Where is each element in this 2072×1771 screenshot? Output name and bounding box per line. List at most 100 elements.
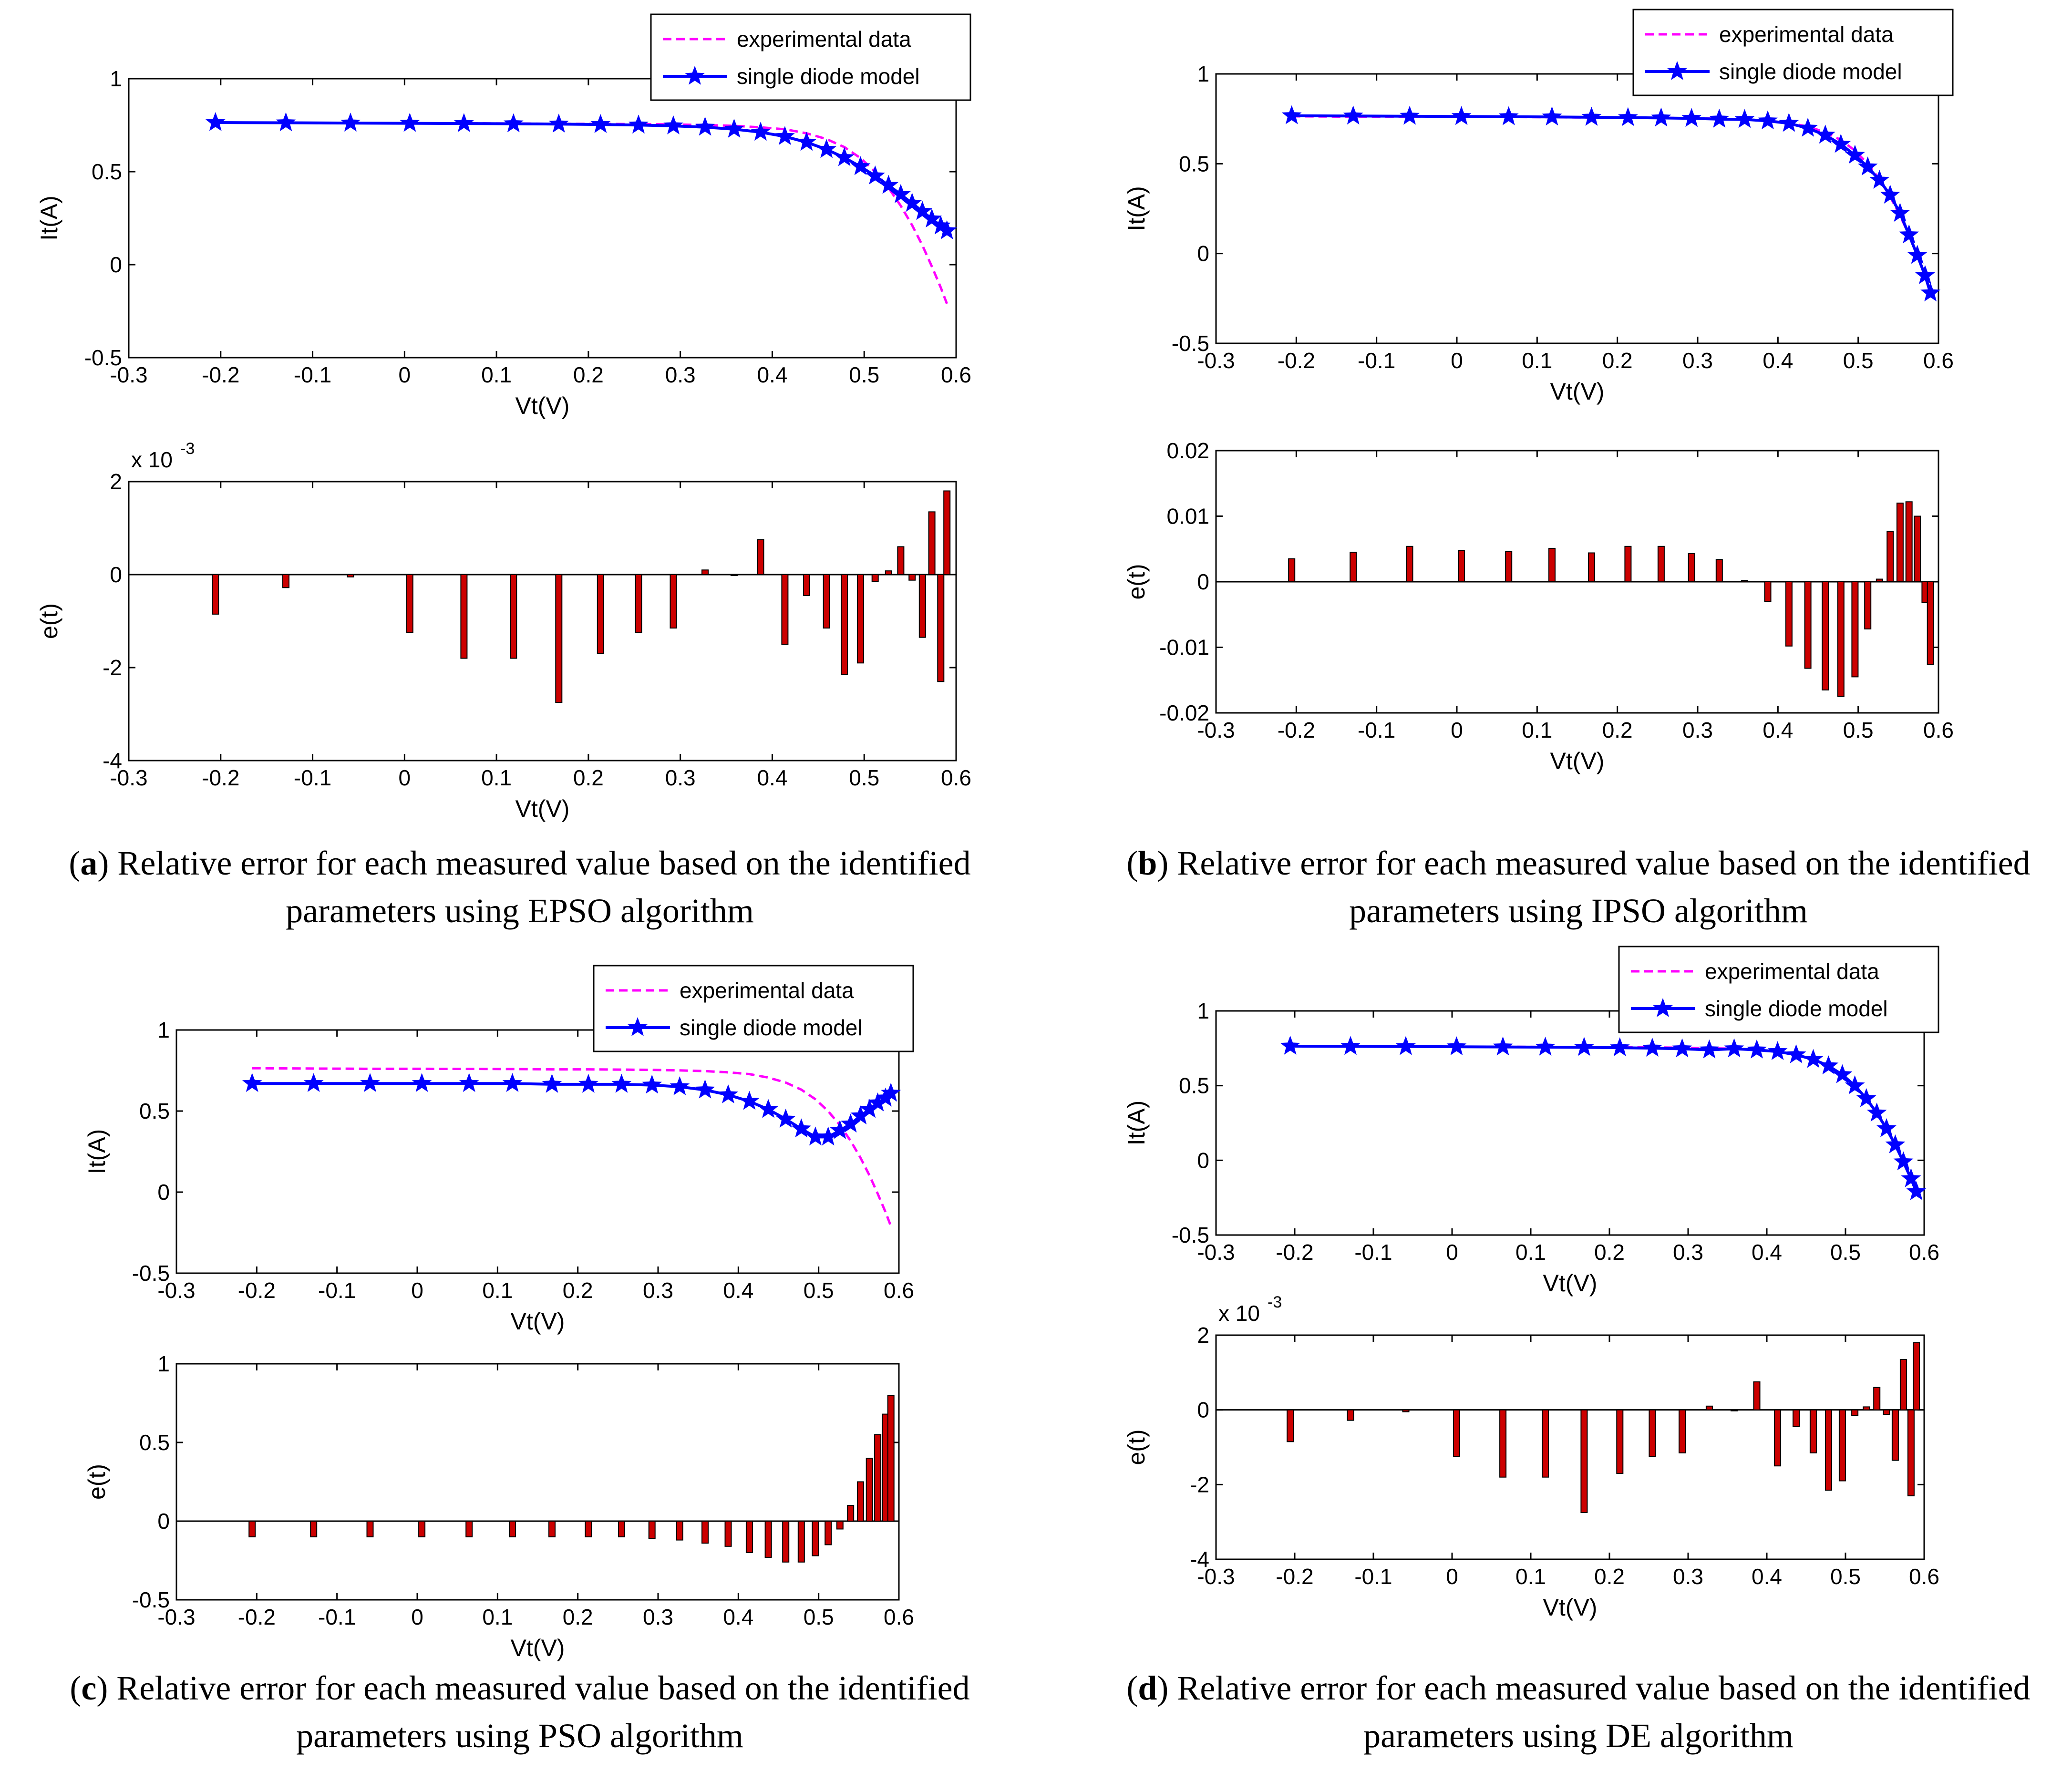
error-bar [1838, 1409, 1846, 1482]
error-bar [1588, 552, 1595, 582]
error-bar [1624, 546, 1632, 583]
model-star-marker [1831, 134, 1851, 153]
plot-frame [175, 1029, 900, 1274]
y-axis-label: e(t) [1123, 1430, 1150, 1465]
x-tick-label: 0 [411, 1605, 423, 1629]
legend-model-star [628, 1017, 648, 1036]
error-bar [555, 574, 563, 703]
model-star-marker [1400, 105, 1420, 125]
y-tick-label: 0 [1197, 569, 1209, 594]
model-star-marker [791, 1118, 812, 1138]
error-bar [1822, 581, 1829, 690]
error-bar [1542, 1409, 1549, 1478]
model-star-marker [1856, 1088, 1876, 1107]
x-axis-label: Vt(V) [1550, 378, 1605, 405]
model-star-marker [1681, 108, 1702, 127]
caption-c: (c) Relative error for each measured val… [70, 1669, 970, 1755]
error-bar [1347, 1409, 1354, 1421]
plot-frame [128, 78, 957, 359]
y-tick-label: 0.5 [139, 1430, 170, 1455]
x-tick-label: 0.4 [1763, 718, 1793, 742]
error-bar [1649, 1409, 1656, 1457]
error-bar [1774, 1409, 1782, 1467]
x-tick-label: 0 [411, 1278, 423, 1303]
model-star-marker [937, 220, 957, 239]
x-tick-label: 0.6 [941, 362, 971, 387]
model-star-marker [912, 201, 933, 220]
model-star-marker [1281, 105, 1302, 124]
model-star-marker [611, 1073, 632, 1093]
x-tick-label: 0.2 [563, 1278, 593, 1303]
panel-b-line-chart: -0.3 -0.2 -0.1 0 0.1 0.2 0.3 0.4 0.5 0.6 -0.5 0 0.5 1… [1123, 9, 1954, 405]
y-multiplier-exponent: -3 [180, 440, 195, 458]
error-bar [1753, 1381, 1761, 1411]
error-bar [1679, 1409, 1686, 1453]
error-bar [887, 1395, 895, 1522]
y-tick-label: 2 [1197, 1323, 1209, 1348]
model-star-marker [503, 113, 524, 133]
model-star-marker [454, 113, 474, 132]
error-bar [1883, 1409, 1890, 1415]
error-bar [1886, 531, 1894, 582]
experimental-data-line [215, 121, 948, 304]
error-bar [635, 574, 642, 633]
legend-experimental-label: experimental data [1705, 959, 1879, 984]
error-bar [937, 574, 945, 682]
error-bar [1288, 558, 1296, 583]
panel-b-bar-chart: -0.3 -0.2 -0.1 0 0.1 0.2 0.3 0.4 0.5 0.6 -0.02 -0.0… [1123, 438, 1954, 774]
legend-model-star [1653, 998, 1673, 1017]
x-tick-label: 0.3 [665, 362, 696, 387]
model-star-marker [816, 139, 837, 158]
model-star-marker [1832, 1064, 1853, 1083]
model-star-marker [542, 1073, 562, 1093]
x-tick-label: -0.1 [1358, 718, 1395, 742]
error-bar [847, 1505, 855, 1522]
y-multiplier-exponent: -3 [1268, 1293, 1282, 1311]
x-tick-label: -0.3 [157, 1605, 195, 1629]
model-star-marker [1280, 1035, 1300, 1055]
error-bar [812, 1521, 819, 1556]
error-bar [1793, 1409, 1800, 1427]
x-tick-label: 0.4 [1752, 1564, 1782, 1589]
x-tick-label: 0.6 [1923, 718, 1954, 742]
panel-c-line-chart: -0.3 -0.2 -0.1 0 0.1 0.2 0.3 0.4 0.5 0.6 -0.5 0 0.5 1… [83, 965, 914, 1335]
error-bar [1804, 581, 1812, 669]
y-axis-label: It(A) [36, 196, 62, 240]
model-star-marker [459, 1073, 479, 1092]
x-tick-label: 0.6 [1909, 1564, 1939, 1589]
model-star-marker [1803, 1049, 1824, 1068]
legend-model-label: single diode model [737, 64, 920, 89]
model-star-marker [930, 215, 951, 235]
model-star-marker [578, 1073, 598, 1093]
model-star-marker [1845, 1075, 1865, 1094]
x-tick-label: -0.1 [318, 1605, 356, 1629]
model-star-marker [922, 208, 942, 227]
y-tick-label: -4 [103, 748, 122, 773]
y-axis-label: It(A) [83, 1129, 110, 1174]
x-tick-label: -0.3 [157, 1278, 195, 1303]
x-tick-label: -0.1 [1358, 348, 1395, 373]
model-star-marker [1857, 156, 1878, 175]
x-tick-label: 0.4 [757, 765, 787, 790]
error-bar [1453, 1409, 1460, 1457]
y-axis-label: It(A) [1123, 186, 1150, 231]
x-axis-label: Vt(V) [515, 392, 570, 419]
error-bar [1548, 547, 1556, 583]
error-bar [1580, 1409, 1588, 1514]
model-star-marker [1818, 1055, 1839, 1075]
error-bar [724, 1521, 732, 1547]
x-tick-label: 0.1 [1515, 1240, 1546, 1265]
x-tick-label: -0.2 [238, 1605, 276, 1629]
experimental-data-line [1290, 1045, 1917, 1193]
model-star-marker [1747, 1039, 1767, 1059]
error-bar [856, 1481, 864, 1522]
error-bar [1825, 1409, 1832, 1491]
error-bar [212, 574, 219, 615]
legend-experimental-label: experimental data [737, 27, 911, 51]
x-tick-label: 0.6 [884, 1605, 914, 1629]
model-star-marker [1758, 110, 1778, 130]
legend-model-label: single diode model [680, 1015, 863, 1040]
model-star-marker [865, 165, 886, 185]
model-star-marker [1890, 203, 1910, 222]
x-tick-label: 0.1 [482, 1605, 513, 1629]
